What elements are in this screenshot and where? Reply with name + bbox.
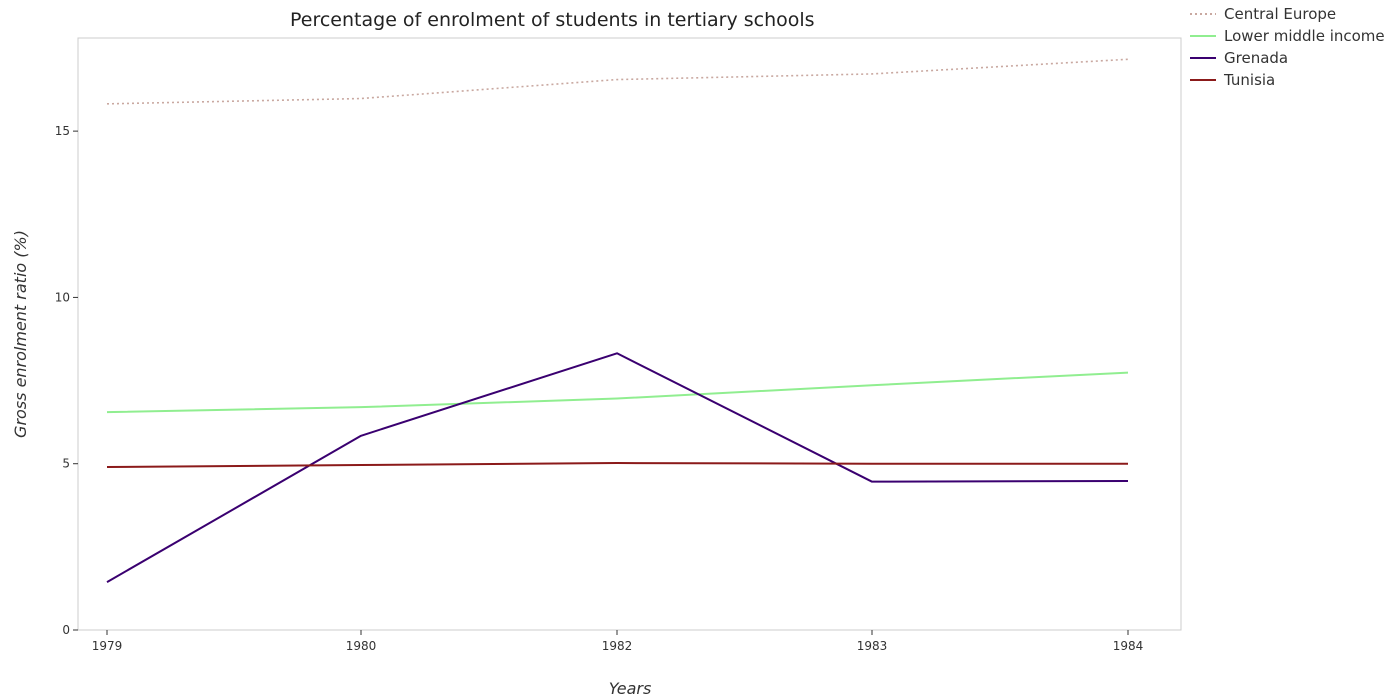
y-tick-label-2: 10 (55, 290, 70, 304)
x-tick-label-2: 1982 (602, 639, 633, 653)
series-line-central-europe (106, 58, 1129, 105)
legend-label-central-europe: Central Europe (1224, 5, 1336, 23)
x-tick-label-3: 1983 (857, 639, 888, 653)
legend: Central Europe Lower middle income Grenada… (1190, 5, 1385, 89)
chart-title: Percentage of enrolment of students in t… (290, 9, 815, 31)
x-axis-label: Years (609, 679, 652, 698)
legend-label-lower-middle-income: Lower middle income (1224, 27, 1385, 45)
series-line-tunisia (106, 462, 1128, 469)
legend-label-tunisia: Tunisia (1223, 71, 1275, 89)
series-line-lower-middle-income (106, 371, 1129, 414)
x-tick-label-0: 1979 (92, 639, 123, 653)
y-axis: 0 5 10 15 (55, 124, 78, 637)
series-lines (106, 58, 1129, 583)
series-line-grenada (106, 352, 1129, 583)
legend-label-grenada: Grenada (1224, 49, 1288, 67)
y-tick-label-3: 15 (55, 124, 70, 138)
plot-frame (77, 37, 1182, 631)
plot-area (77, 37, 1182, 631)
y-tick-label-0: 0 (62, 623, 70, 637)
x-tick-label-1: 1980 (346, 639, 377, 653)
x-axis: 1979 1980 1982 1983 1984 (92, 630, 1144, 653)
x-tick-label-4: 1984 (1113, 639, 1144, 653)
y-axis-label: Gross enrolment ratio (%) (11, 230, 30, 438)
y-tick-label-1: 5 (62, 457, 70, 471)
